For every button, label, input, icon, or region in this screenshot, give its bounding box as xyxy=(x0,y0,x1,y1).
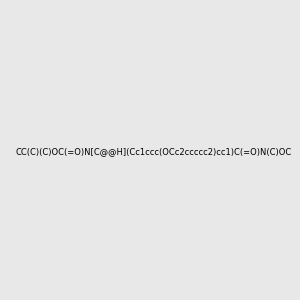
Text: CC(C)(C)OC(=O)N[C@@H](Cc1ccc(OCc2ccccc2)cc1)C(=O)N(C)OC: CC(C)(C)OC(=O)N[C@@H](Cc1ccc(OCc2ccccc2)… xyxy=(16,147,292,156)
